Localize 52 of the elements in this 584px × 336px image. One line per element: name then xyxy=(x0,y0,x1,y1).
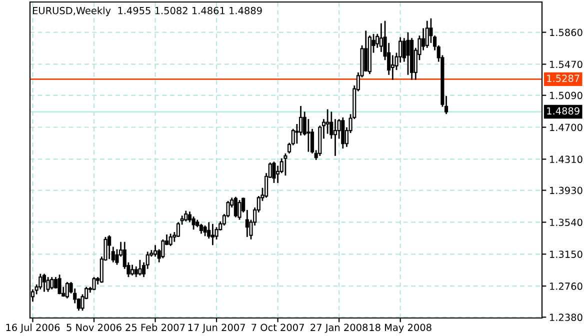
y-tick-label: 1.4700 xyxy=(550,124,582,132)
candlestick xyxy=(130,264,134,276)
ref-line-label: 1.5287 xyxy=(547,74,580,82)
y-tick-label: 1.2760 xyxy=(550,282,582,290)
candlestick xyxy=(58,274,62,295)
y-tick-label: 1.3540 xyxy=(550,218,582,226)
candlestick xyxy=(234,196,238,218)
ref-line-label: 1.4889 xyxy=(547,107,580,115)
x-tick-label: 17 Jun 2007 xyxy=(188,324,245,333)
x-tick-label: 5 Nov 2006 xyxy=(66,324,122,332)
candlestick xyxy=(138,259,142,276)
candlestick xyxy=(184,210,188,222)
candlestick xyxy=(390,54,394,80)
candlestick xyxy=(272,160,276,184)
candlestick xyxy=(199,223,203,234)
candlestick xyxy=(326,108,330,134)
candlestick xyxy=(425,20,429,49)
candlestick xyxy=(238,199,242,220)
y-tick-label: 1.5470 xyxy=(550,60,582,68)
candlestick xyxy=(46,276,50,292)
candlestick xyxy=(203,224,207,237)
y-tick-label: 1.5090 xyxy=(550,92,582,100)
candlestick xyxy=(210,223,214,246)
candlestick xyxy=(379,22,383,53)
y-tick-label: 1.4310 xyxy=(550,156,582,164)
candlestick xyxy=(50,276,54,290)
x-tick-label: 25 Feb 2007 xyxy=(126,324,185,332)
candlestick xyxy=(333,118,338,157)
candlestick xyxy=(168,232,172,247)
candlestick xyxy=(92,276,96,291)
y-tick-label: 1.3150 xyxy=(550,250,582,258)
candlestick xyxy=(406,32,410,76)
candlestick xyxy=(284,152,288,176)
candlestick xyxy=(108,234,112,260)
candlestick xyxy=(38,273,42,290)
y-tick-label: 1.2380 xyxy=(550,314,582,322)
candlestick xyxy=(65,281,69,300)
candlestick xyxy=(306,118,310,153)
x-tick-label: 18 May 2008 xyxy=(370,324,432,333)
x-tick-label: 16 Jul 2006 xyxy=(6,324,60,333)
candlestick xyxy=(161,238,165,259)
x-tick-label: 7 Oct 2007 xyxy=(252,324,304,332)
candlestick xyxy=(153,244,158,258)
candlestick xyxy=(341,116,345,150)
candlestick xyxy=(42,273,46,292)
candlestick xyxy=(192,216,196,230)
candlestick xyxy=(134,266,138,278)
candlestick xyxy=(364,30,368,72)
x-tick-label: 27 Jan 2008 xyxy=(310,324,368,333)
y-tick-label: 1.3930 xyxy=(550,186,582,194)
chart-title: EURUSD,Weekly 1.4955 1.5082 1.4861 1.4889 xyxy=(33,6,262,16)
y-tick-label: 1.5860 xyxy=(550,28,582,36)
